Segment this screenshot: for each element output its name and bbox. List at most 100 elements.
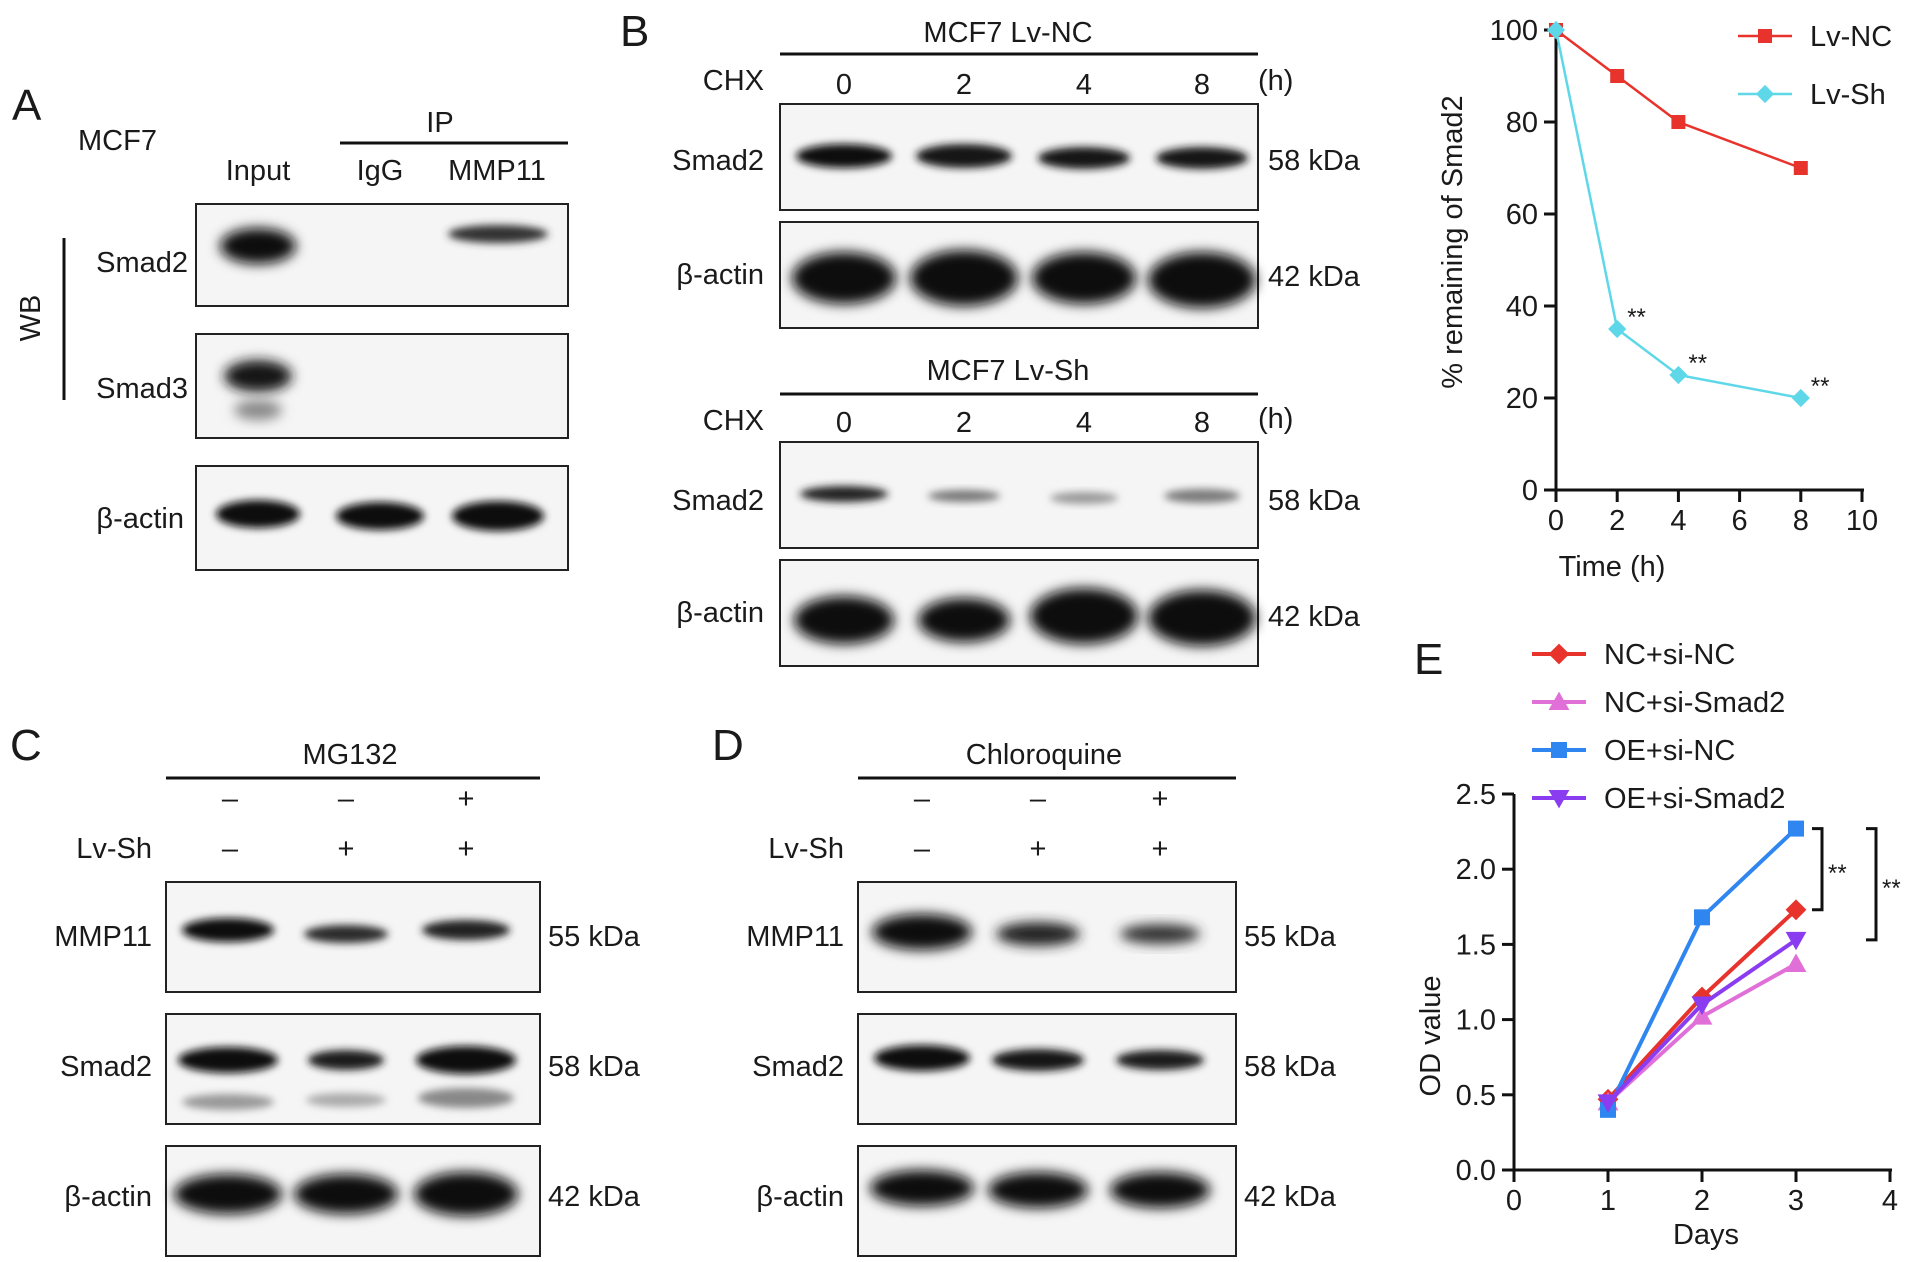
treatment-label-mg132: MG132 — [302, 739, 397, 771]
x-tick-label: 2 — [1694, 1185, 1710, 1217]
treatment-label-chx-1: CHX — [703, 65, 764, 97]
row-label-beta-actin-b2: β-actin — [676, 597, 764, 629]
y-tick-label: 2.0 — [1456, 854, 1496, 886]
significance-bracket — [1812, 827, 1824, 912]
legend-label: NC+si-NC — [1604, 639, 1735, 671]
y-tick-label: 40 — [1506, 291, 1538, 323]
chart1-xlabel: Time (h) — [1559, 551, 1666, 583]
c-row2-lane1: – — [222, 833, 239, 865]
blot-c-smad2 — [165, 1013, 541, 1125]
legend-label: Lv-NC — [1810, 21, 1892, 53]
c-row2-lane2: + — [338, 833, 355, 865]
blot-b1-title: MCF7 Lv-NC — [923, 17, 1092, 49]
y-tick-label: 0.0 — [1456, 1155, 1496, 1187]
blot-a-smad3 — [195, 333, 569, 439]
y-tick-label: 0 — [1522, 475, 1538, 507]
legend-marker — [1551, 742, 1567, 758]
blot-b2-smad2 — [779, 441, 1259, 549]
y-tick-label: 100 — [1490, 15, 1538, 47]
d-row2-lane1: – — [914, 833, 931, 865]
lane-label-mmp11: MMP11 — [448, 155, 546, 187]
timepoint-2-1: 2 — [956, 69, 972, 101]
row-label-beta-actin: β-actin — [96, 503, 184, 535]
panel-d: D Chloroquine – – + Lv-Sh – + + MMP11 Sm… — [712, 721, 1337, 1257]
time-unit-2: (h) — [1258, 403, 1293, 435]
blot-d-mmp11 — [857, 881, 1237, 993]
x-tick-label: 0 — [1506, 1185, 1522, 1217]
size-42kda-c: 42 kDa — [548, 1181, 641, 1213]
size-42kda-d: 42 kDa — [1244, 1181, 1337, 1213]
blot-c-mmp11 — [165, 881, 541, 993]
c-row1-lane3: + — [458, 783, 475, 815]
data-point-NC+si-Smad2 — [1691, 1006, 1713, 1025]
x-tick-label: 0 — [1548, 505, 1564, 537]
panel-b: B MCF7 Lv-NC CHX 0 2 4 8 (h) Smad2 β-act… — [620, 7, 1361, 667]
y-tick-label: 20 — [1506, 383, 1538, 415]
c-row1-lane1: – — [222, 783, 239, 815]
data-point-OE+si-NC — [1694, 909, 1710, 926]
lane-label-igg: IgG — [357, 155, 404, 187]
timepoint-8-2: 8 — [1194, 407, 1210, 439]
data-point-NC+si-NC — [1785, 899, 1807, 921]
significance-label: ** — [1627, 304, 1646, 331]
timepoint-4-1: 4 — [1076, 69, 1092, 101]
treatment-label-chloroquine: Chloroquine — [966, 739, 1122, 771]
y-tick-label: 60 — [1506, 199, 1538, 231]
row-label-smad2-d: Smad2 — [752, 1051, 844, 1083]
significance-label: ** — [1828, 860, 1847, 887]
y-tick-label: 80 — [1506, 107, 1538, 139]
panel-label-c: C — [10, 721, 42, 770]
d-row1-lane3: + — [1152, 783, 1169, 815]
row-label-smad2-c: Smad2 — [60, 1051, 152, 1083]
data-point-Lv-NC — [1610, 69, 1625, 83]
data-point-OE+si-Smad2 — [1691, 996, 1713, 1015]
legend-label: OE+si-Smad2 — [1604, 783, 1785, 815]
data-point-OE+si-NC — [1788, 820, 1804, 837]
chart1-legend: Lv-NC Lv-Sh — [1738, 21, 1892, 111]
c-row2-label: Lv-Sh — [76, 833, 152, 865]
blot-b1-smad2 — [779, 103, 1259, 211]
legend-marker — [1548, 790, 1570, 809]
data-point-Lv-Sh — [1669, 365, 1688, 385]
timepoint-4-2: 4 — [1076, 407, 1092, 439]
d-row1-lane1: – — [914, 783, 931, 815]
data-point-Lv-NC — [1671, 115, 1686, 129]
row-label-beta-actin-c: β-actin — [64, 1181, 152, 1213]
data-point-Lv-Sh — [1791, 388, 1810, 408]
data-point-OE+si-Smad2 — [1597, 1094, 1619, 1113]
y-tick-label: 1.0 — [1456, 1005, 1496, 1037]
timepoint-0-2: 0 — [836, 407, 852, 439]
y-tick-label: 0.5 — [1456, 1080, 1496, 1112]
c-row2-lane3: + — [458, 833, 475, 865]
legend-label: Lv-Sh — [1810, 79, 1886, 111]
y-tick-label: 2.5 — [1456, 779, 1496, 811]
chart-smad2-remaining: % remaining of Smad2 Time (h) 0 2 4 6 8 10020… — [1437, 15, 1892, 583]
size-42kda-b2: 42 kDa — [1268, 601, 1361, 633]
time-unit-1: (h) — [1258, 65, 1293, 97]
data-point-NC+si-Smad2 — [1785, 953, 1807, 972]
x-tick-label: 4 — [1670, 505, 1686, 537]
significance-label: ** — [1882, 875, 1901, 902]
legend-marker — [1548, 643, 1570, 665]
size-58kda-c: 58 kDa — [548, 1051, 641, 1083]
row-label-smad2-b2: Smad2 — [672, 485, 764, 517]
x-tick-label: 3 — [1788, 1185, 1804, 1217]
size-55kda-c: 55 kDa — [548, 921, 641, 953]
blot-b2-title: MCF7 Lv-Sh — [927, 355, 1090, 387]
row-label-beta-actin-d: β-actin — [756, 1181, 844, 1213]
chart2-xlabel: Days — [1673, 1219, 1739, 1251]
row-label-smad3: Smad3 — [96, 373, 188, 405]
timepoint-8-1: 8 — [1194, 69, 1210, 101]
row-label-beta-actin-b1: β-actin — [676, 259, 764, 291]
panel-label-d: D — [712, 721, 744, 770]
blot-d-smad2 — [857, 1013, 1237, 1125]
y-tick-label: 1.5 — [1456, 929, 1496, 961]
chart1-ylabel: % remaining of Smad2 — [1437, 95, 1469, 388]
x-tick-label: 2 — [1609, 505, 1625, 537]
blot-a-beta-actin — [195, 465, 569, 571]
size-55kda-d: 55 kDa — [1244, 921, 1337, 953]
data-point-OE+si-Smad2 — [1785, 931, 1807, 951]
data-point-Lv-NC — [1793, 161, 1808, 175]
series-line-Lv-NC — [1555, 29, 1802, 170]
